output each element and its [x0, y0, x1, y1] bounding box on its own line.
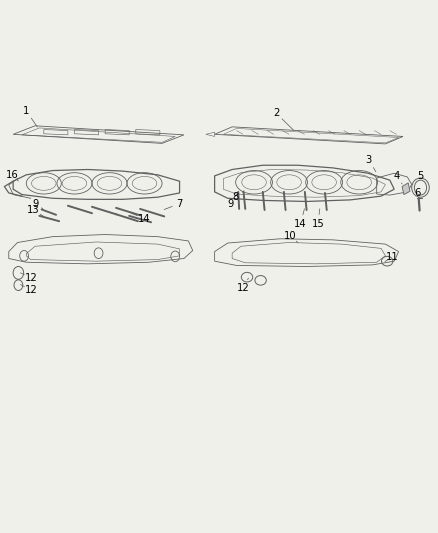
Text: 16: 16: [6, 170, 19, 180]
Text: 9: 9: [33, 199, 39, 208]
Text: 10: 10: [284, 231, 296, 240]
Text: 12: 12: [25, 286, 38, 295]
Text: 12: 12: [237, 283, 250, 293]
Text: 4: 4: [393, 171, 399, 181]
Text: 5: 5: [417, 171, 424, 181]
Text: 8: 8: [233, 192, 239, 202]
Text: 7: 7: [177, 199, 183, 208]
Text: 11: 11: [385, 252, 399, 262]
Text: 15: 15: [311, 219, 325, 229]
Polygon shape: [402, 183, 410, 195]
Text: 3: 3: [366, 155, 372, 165]
Text: 14: 14: [138, 214, 151, 223]
Text: 12: 12: [25, 273, 38, 283]
Text: 2: 2: [273, 108, 279, 118]
Text: 1: 1: [23, 106, 29, 116]
Text: 13: 13: [27, 205, 39, 215]
Text: 14: 14: [294, 219, 307, 229]
Text: 9: 9: [227, 199, 233, 208]
Text: 6: 6: [415, 188, 421, 198]
